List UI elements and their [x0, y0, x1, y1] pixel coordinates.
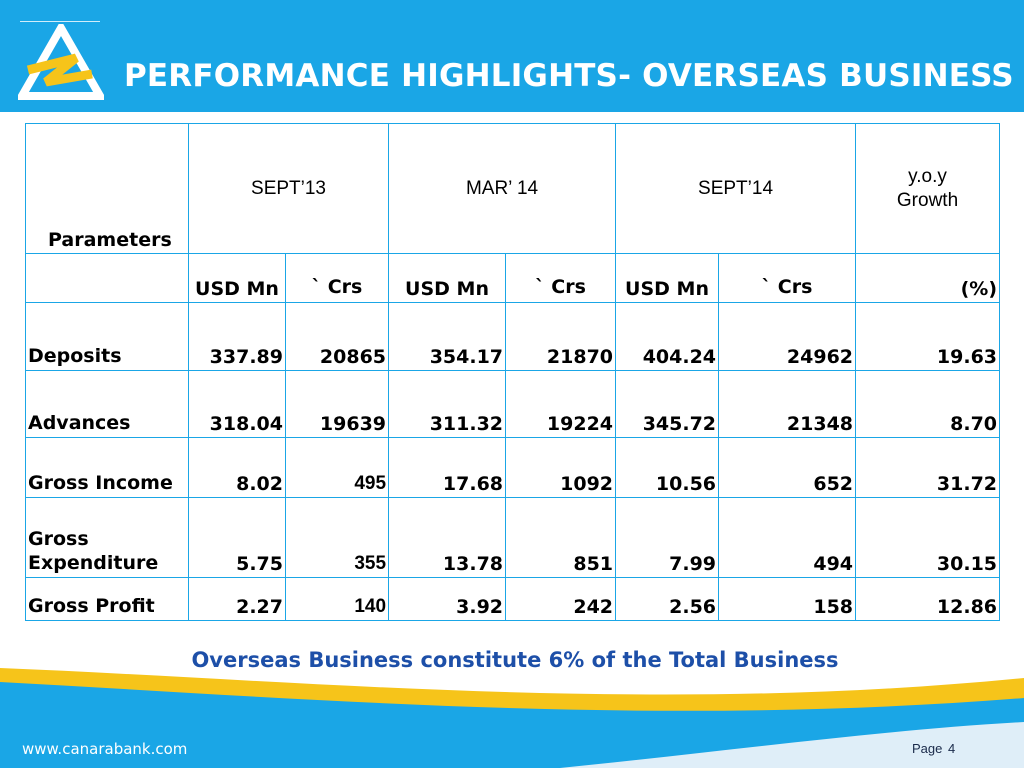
cell-gross-profit-crs-sept13: 140 — [284, 577, 390, 621]
cell-gross-expenditure-growth: 30.15 — [855, 497, 1001, 578]
header-bar: PERFORMANCE HIGHLIGHTS- OVERSEAS BUSINES… — [0, 0, 1024, 112]
row-label-gross-expenditure: Gross Expenditure — [25, 497, 189, 578]
page-number: 4 — [948, 741, 956, 756]
cell-gross-income-usd-mar14: 17.68 — [388, 437, 507, 498]
cell-gross-income-growth: 31.72 — [855, 437, 1001, 498]
unit-usd-sept13: USD Mn — [188, 253, 286, 303]
growth-header-line2: Growth — [896, 189, 959, 211]
cell-gross-profit-crs-sept14: 158 — [718, 577, 857, 621]
website-link[interactable]: www.canarabank.com — [22, 740, 188, 758]
cell-advances-crs-mar14: 19224 — [505, 370, 617, 438]
cell-deposits-usd-mar14: 354.17 — [388, 302, 507, 371]
canara-bank-logo-icon — [18, 24, 104, 100]
cell-gross-profit-growth: 12.86 — [855, 577, 1001, 621]
parameters-header: Parameters — [25, 123, 189, 254]
page-title: PERFORMANCE HIGHLIGHTS- OVERSEAS BUSINES… — [124, 58, 1014, 94]
cell-gross-profit-usd-mar14: 3.92 — [388, 577, 507, 621]
unit-usd-mar14: USD Mn — [388, 253, 507, 303]
cell-deposits-crs-mar14: 21870 — [505, 302, 617, 371]
cell-deposits-usd-sept14: 404.24 — [615, 302, 720, 371]
cell-deposits-growth: 19.63 — [855, 302, 1001, 371]
cell-advances-growth: 8.70 — [855, 370, 1001, 438]
row-label-gross-profit: Gross Profit — [25, 577, 189, 621]
unit-usd-sept14: USD Mn — [615, 253, 720, 303]
cell-advances-crs-sept13: 19639 — [284, 370, 390, 438]
table-row-deposits: Deposits 337.89 20865 354.17 21870 404.2… — [25, 302, 1001, 371]
table-row-gross-profit: Gross Profit 2.27 140 3.92 242 2.56 158 … — [25, 577, 1001, 621]
table-row-gross-income: Gross Income 8.02 495 17.68 1092 10.56 6… — [25, 437, 1001, 498]
footer-swoosh — [0, 668, 1024, 768]
unit-crs-mar14: ` Crs — [505, 253, 617, 303]
cell-advances-usd-sept14: 345.72 — [615, 370, 720, 438]
cell-gross-expenditure-crs-mar14: 851 — [505, 497, 617, 578]
cell-gross-income-crs-mar14: 1092 — [505, 437, 617, 498]
unit-growth-pct: (%) — [855, 253, 1001, 303]
cell-gross-expenditure-usd-sept13: 5.75 — [188, 497, 286, 578]
cell-gross-profit-crs-mar14: 242 — [505, 577, 617, 621]
growth-header: y.o.y Growth — [855, 123, 1001, 254]
units-row: USD Mn ` Crs USD Mn ` Crs USD Mn ` Crs (… — [25, 253, 1001, 303]
growth-header-line1: y.o.y — [908, 165, 947, 187]
cell-gross-expenditure-crs-sept14: 494 — [718, 497, 857, 578]
cell-advances-usd-mar14: 311.32 — [388, 370, 507, 438]
cell-gross-income-usd-sept13: 8.02 — [188, 437, 286, 498]
cell-gross-profit-usd-sept13: 2.27 — [188, 577, 286, 621]
page-label: Page — [912, 741, 943, 756]
cell-gross-expenditure-usd-sept14: 7.99 — [615, 497, 720, 578]
cell-deposits-usd-sept13: 337.89 — [188, 302, 286, 371]
cell-gross-income-crs-sept13: 495 — [284, 437, 390, 498]
table-row-gross-expenditure: Gross Expenditure 5.75 355 13.78 851 7.9… — [25, 497, 1001, 578]
cell-gross-income-crs-sept14: 652 — [718, 437, 857, 498]
row-label-advances: Advances — [25, 370, 189, 438]
header-divider — [20, 21, 100, 22]
cell-gross-expenditure-usd-mar14: 13.78 — [388, 497, 507, 578]
cell-gross-profit-usd-sept14: 2.56 — [615, 577, 720, 621]
cell-deposits-crs-sept13: 20865 — [284, 302, 390, 371]
period-header-mar14: MAR’ 14 — [388, 123, 617, 254]
unit-crs-sept13: ` Crs — [284, 253, 390, 303]
table-row-advances: Advances 318.04 19639 311.32 19224 345.7… — [25, 370, 1001, 438]
cell-advances-crs-sept14: 21348 — [718, 370, 857, 438]
cell-advances-usd-sept13: 318.04 — [188, 370, 286, 438]
row-label-deposits: Deposits — [25, 302, 189, 371]
summary-note: Overseas Business constitute 6% of the T… — [191, 648, 839, 672]
performance-table: Parameters SEPT’13 MAR’ 14 SEPT’14 y.o.y… — [25, 123, 1001, 621]
cell-gross-expenditure-crs-sept13: 355 — [284, 497, 390, 578]
cell-gross-income-usd-sept14: 10.56 — [615, 437, 720, 498]
cell-deposits-crs-sept14: 24962 — [718, 302, 857, 371]
period-header-sept14: SEPT’14 — [615, 123, 857, 254]
table-header-row: Parameters SEPT’13 MAR’ 14 SEPT’14 y.o.y… — [25, 123, 1001, 254]
unit-crs-sept14: ` Crs — [718, 253, 857, 303]
row-label-gross-income: Gross Income — [25, 437, 189, 498]
period-header-sept13: SEPT’13 — [187, 123, 390, 254]
units-blank-cell — [25, 253, 189, 303]
